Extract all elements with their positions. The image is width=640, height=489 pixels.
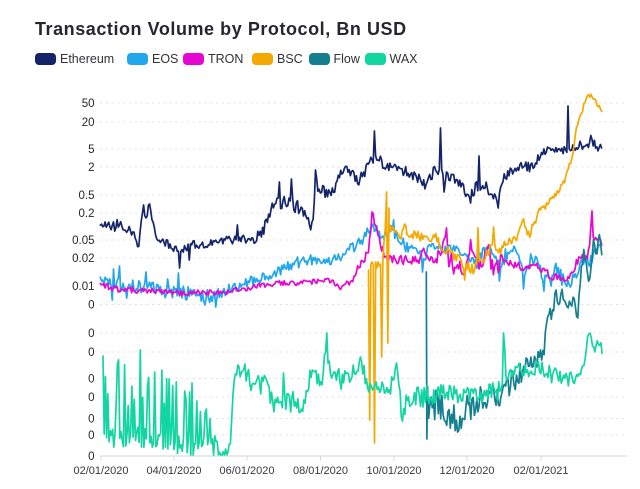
svg-text:02/01/2021: 02/01/2021 [513, 465, 568, 477]
svg-text:0.01: 0.01 [72, 281, 94, 293]
svg-text:20: 20 [82, 117, 95, 129]
svg-text:0: 0 [88, 328, 94, 340]
svg-text:0.2: 0.2 [79, 208, 95, 220]
svg-text:0.05: 0.05 [72, 235, 94, 247]
svg-text:12/01/2020: 12/01/2020 [439, 465, 494, 477]
svg-text:0: 0 [88, 347, 94, 359]
svg-text:02/01/2020: 02/01/2020 [73, 465, 128, 477]
svg-text:50: 50 [82, 98, 95, 110]
svg-text:0: 0 [88, 300, 94, 312]
svg-text:5: 5 [88, 144, 94, 156]
svg-text:0.5: 0.5 [79, 190, 95, 202]
svg-text:0: 0 [88, 414, 94, 426]
svg-text:06/01/2020: 06/01/2020 [219, 465, 274, 477]
svg-text:0.02: 0.02 [72, 253, 94, 265]
svg-text:04/01/2020: 04/01/2020 [146, 465, 201, 477]
svg-text:0: 0 [88, 374, 94, 386]
svg-text:08/01/2020: 08/01/2020 [293, 465, 348, 477]
svg-text:0: 0 [88, 392, 94, 404]
svg-text:2: 2 [88, 162, 94, 174]
svg-text:0: 0 [88, 451, 94, 463]
svg-text:10/01/2020: 10/01/2020 [366, 465, 421, 477]
svg-text:0: 0 [88, 430, 94, 442]
